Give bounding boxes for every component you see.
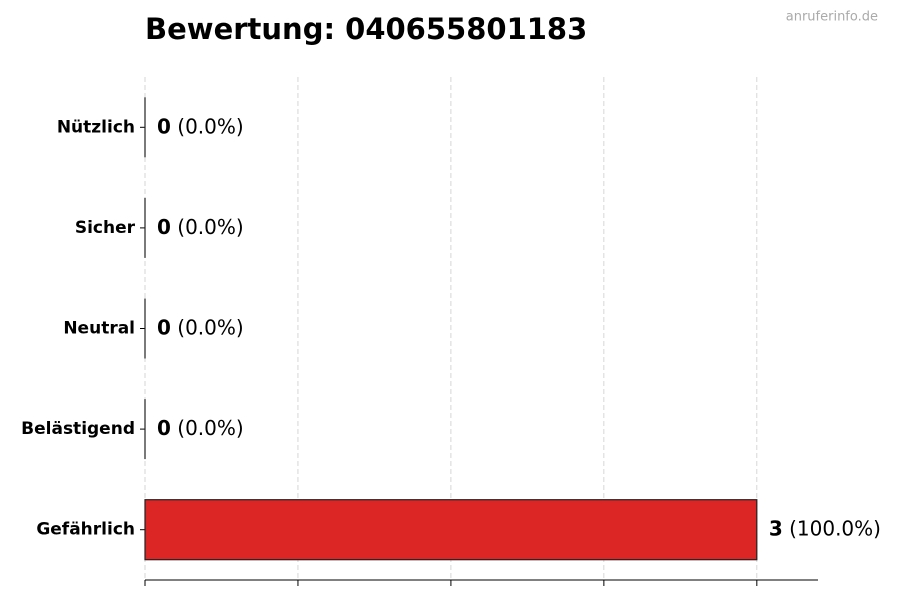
value-label: 0 (0.0%) [157, 114, 244, 138]
value-number: 0 [157, 114, 171, 138]
value-number: 3 [769, 516, 783, 540]
value-label: 0 (0.0%) [157, 315, 244, 339]
value-percent: (100.0%) [789, 516, 881, 540]
value-number: 0 [157, 214, 171, 238]
value-label: 0 (0.0%) [157, 214, 244, 238]
y-tick-label: Sicher [75, 218, 136, 238]
value-number: 0 [157, 416, 171, 440]
y-tick-label: Nützlich [57, 117, 135, 137]
value-percent: (0.0%) [177, 114, 243, 138]
y-tick-label: Gefährlich [36, 520, 135, 540]
y-tick-label: Neutral [63, 319, 135, 339]
value-number: 0 [157, 315, 171, 339]
value-percent: (0.0%) [177, 315, 243, 339]
value-label: 3 (100.0%) [769, 516, 881, 540]
watermark: anruferinfo.de [786, 10, 878, 25]
bar [144, 499, 758, 561]
y-tick-label: Belästigend [21, 419, 135, 439]
value-label: 0 (0.0%) [157, 416, 244, 440]
chart-title: Bewertung: 040655801183 [145, 12, 587, 46]
value-percent: (0.0%) [177, 214, 243, 238]
value-percent: (0.0%) [177, 416, 243, 440]
